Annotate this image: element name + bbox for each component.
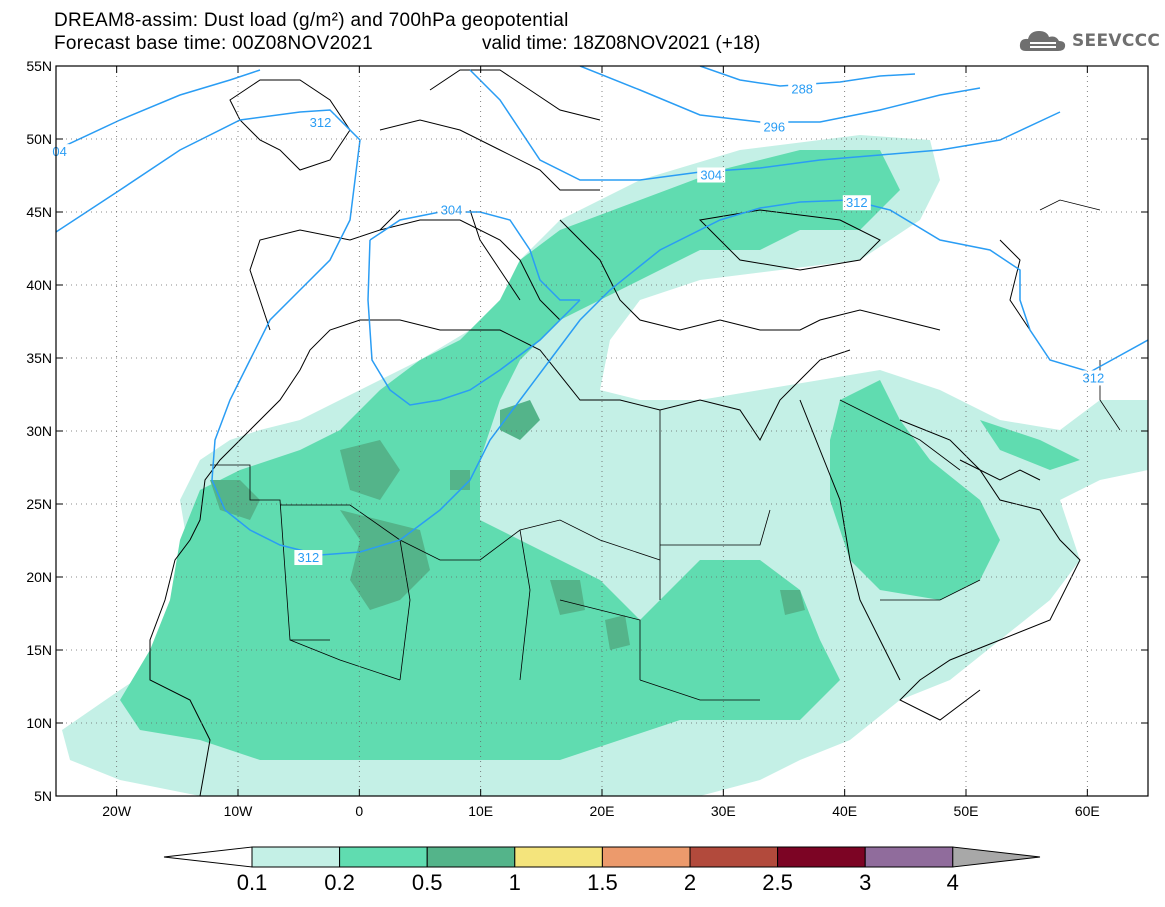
lon-tick-label: 10W xyxy=(224,803,254,819)
lat-tick-label: 5N xyxy=(34,788,52,804)
contour-label-bg xyxy=(842,195,871,211)
lon-tick-label: 0 xyxy=(355,803,363,819)
lon-tick-label: 50E xyxy=(954,803,979,819)
colorbar-label: 4 xyxy=(947,870,959,895)
colorbar-swatch xyxy=(777,846,866,868)
lat-tick-label: 40N xyxy=(26,277,52,293)
colorbar-swatch xyxy=(514,846,603,868)
lat-tick-label: 10N xyxy=(26,715,52,731)
colorbar-under-arrow xyxy=(163,846,253,868)
contour-label: 296 xyxy=(763,119,785,134)
colorbar-label: 2 xyxy=(684,870,696,895)
contour-label: 304 xyxy=(441,203,463,218)
contour-label: 312 xyxy=(310,115,332,130)
logo-text: SEEVCCC xyxy=(1072,31,1161,51)
contour-label: 04 xyxy=(52,144,66,159)
contour-label-bg xyxy=(697,167,726,183)
colorbar: 0.1 0.2 0.5 1 1.5 2 2.5 3 4 xyxy=(163,846,1041,895)
lon-tick-label: 40E xyxy=(832,803,857,819)
country-borders xyxy=(210,199,1121,701)
contour-label-bg xyxy=(306,114,335,130)
contour-label-bg xyxy=(1079,370,1108,386)
colorbar-swatch xyxy=(426,846,516,868)
lat-tick-label: 30N xyxy=(26,423,52,439)
seevccc-logo: SEEVCCC xyxy=(1018,26,1160,56)
colorbar-over-arrow xyxy=(952,846,1041,868)
forecast-base-time: Forecast base time: 00Z08NOV2021 xyxy=(54,33,374,54)
colorbar-swatch xyxy=(339,846,428,868)
dust-level-0.2 xyxy=(120,150,1080,760)
colorbar-label: 0.2 xyxy=(324,870,355,895)
lat-tick-label: 25N xyxy=(26,496,52,512)
contour-label-bg xyxy=(788,81,817,97)
contour-label-bg xyxy=(49,144,70,160)
contour-label-bg xyxy=(437,202,466,218)
colorbar-swatch xyxy=(601,846,691,868)
coastlines xyxy=(149,69,1081,796)
lon-tick-label: 10E xyxy=(468,803,493,819)
contour-label-bg xyxy=(760,119,789,135)
colorbar-label: 0.5 xyxy=(412,870,443,895)
map-title: DREAM8-assim: Dust load (g/m²) and 700hP… xyxy=(54,10,569,31)
lon-tick-label: 60E xyxy=(1075,803,1100,819)
lon-tick-label: 20E xyxy=(590,803,615,819)
contour-label-bg xyxy=(294,550,323,566)
contour-label: 312 xyxy=(846,195,868,210)
lat-tick-label: 15N xyxy=(26,642,52,658)
lat-tick-label: 45N xyxy=(26,204,52,220)
colorbar-label: 1 xyxy=(509,870,521,895)
lat-tick-label: 50N xyxy=(26,131,52,147)
map-axes: 20W 10W 0 10E 20E 30E 40E 50E 60E 55N 50N 45N 40N 35N… xyxy=(26,58,1148,819)
contour-label: 312 xyxy=(1083,370,1105,385)
colorbar-label: 1.5 xyxy=(587,870,618,895)
contour-label: 288 xyxy=(791,81,813,96)
lon-tick-label: 30E xyxy=(711,803,736,819)
graticule xyxy=(56,66,1148,796)
colorbar-swatch xyxy=(689,846,779,868)
colorbar-swatch xyxy=(251,846,341,868)
lon-tick-label: 20W xyxy=(102,803,132,819)
lat-tick-label: 55N xyxy=(26,58,52,74)
contour-labels: 288 296 304 304 312 312 312 312 04 xyxy=(49,81,1108,566)
colorbar-label: 2.5 xyxy=(762,870,793,895)
contour-label: 312 xyxy=(298,550,320,565)
colorbar-swatch xyxy=(864,846,954,868)
contour-label: 304 xyxy=(700,168,722,183)
lat-tick-label: 20N xyxy=(26,569,52,585)
lat-tick-label: 35N xyxy=(26,350,52,366)
cloud-logo-icon xyxy=(1019,31,1066,51)
dust-shading xyxy=(62,135,1148,796)
geopotential-contours xyxy=(56,66,1148,556)
colorbar-label: 0.1 xyxy=(237,870,268,895)
colorbar-label: 3 xyxy=(859,870,871,895)
valid-time: valid time: 18Z08NOV2021 (+18) xyxy=(482,33,761,54)
